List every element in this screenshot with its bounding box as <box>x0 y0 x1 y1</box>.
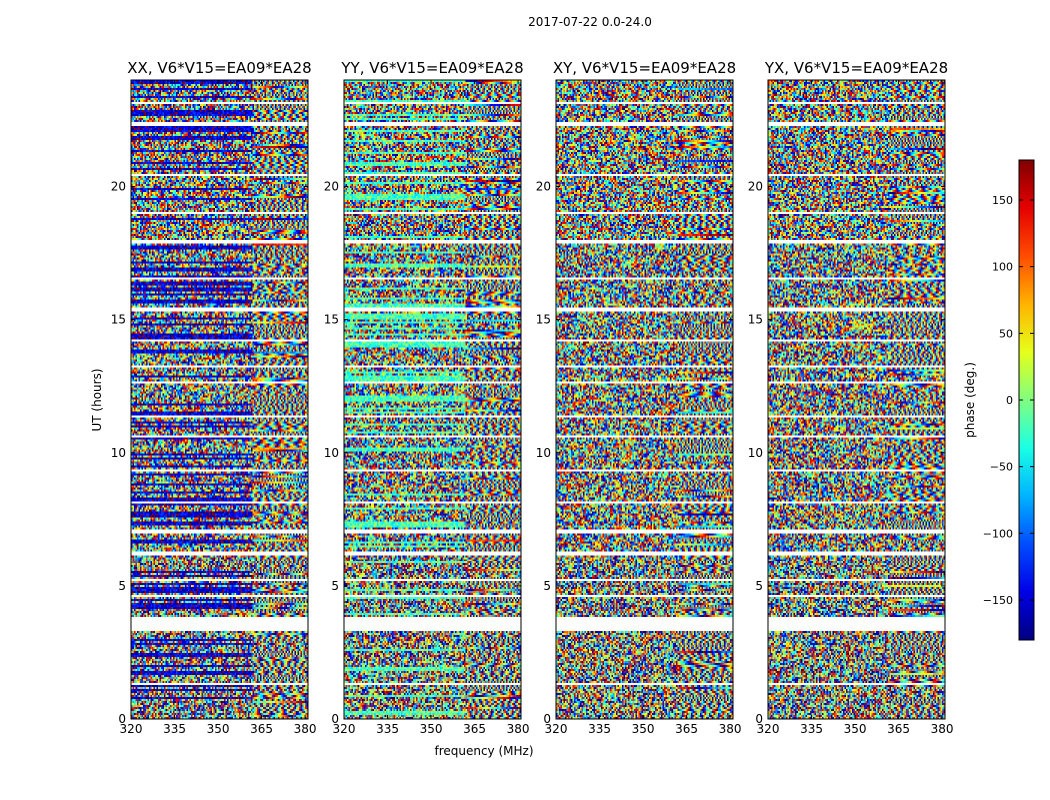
x-tick-label: 320 <box>545 722 568 736</box>
x-tick-label: 365 <box>675 722 698 736</box>
panel-title-yx: YX, V6*V15=EA09*EA28 <box>764 59 948 77</box>
heatmap-yx <box>768 80 945 719</box>
panel-frame <box>343 79 522 720</box>
y-tick-label: 0 <box>331 712 339 726</box>
x-tick-label: 380 <box>719 722 742 736</box>
heatmap-yy <box>344 80 521 719</box>
x-tick-label: 365 <box>887 722 910 736</box>
y-tick-label: 15 <box>536 313 551 327</box>
y-tick-label: 15 <box>748 313 763 327</box>
y-tick-label: 10 <box>324 446 339 460</box>
y-tick-label: 0 <box>755 712 763 726</box>
panel-frame <box>555 79 734 720</box>
panels-group: XX, V6*V15=EA09*EA28 320 335 350 365 380 0 5 10 1… <box>111 59 954 736</box>
colorbar-tick-label: 0 <box>1006 394 1013 407</box>
colorbar-tick-label: 100 <box>992 261 1013 274</box>
panel-frame <box>130 79 309 720</box>
panel-title-xy: XY, V6*V15=EA09*EA28 <box>553 59 736 77</box>
y-tick-label: 5 <box>543 579 551 593</box>
y-tick-label: 5 <box>755 579 763 593</box>
heatmap-xy <box>556 80 733 719</box>
x-tick-label: 350 <box>844 722 867 736</box>
y-tick-label: 5 <box>118 579 126 593</box>
colorbar-tick-label: 150 <box>992 194 1013 207</box>
x-tick-label: 365 <box>250 722 273 736</box>
y-tick-label: 0 <box>543 712 551 726</box>
y-tick-label: 15 <box>324 313 339 327</box>
y-tick-label: 5 <box>331 579 339 593</box>
y-tick-label: 0 <box>118 712 126 726</box>
colorbar-label: phase (deg.) <box>963 362 977 438</box>
y-tick-label: 10 <box>111 446 126 460</box>
x-tick-label: 380 <box>507 722 530 736</box>
y-tick-label: 15 <box>111 313 126 327</box>
panel-yx: YX, V6*V15=EA09*EA28 320 335 350 365 380 0 5 10 1… <box>748 59 954 736</box>
x-tick-label: 335 <box>163 722 186 736</box>
panel-yy: YY, V6*V15=EA09*EA28 320 335 350 365 380 0 5 10 1… <box>324 59 530 736</box>
y-tick-label: 10 <box>536 446 551 460</box>
x-tick-label: 365 <box>463 722 486 736</box>
y-tick-label: 20 <box>748 180 763 194</box>
x-tick-label: 380 <box>294 722 317 736</box>
panel-xy: XY, V6*V15=EA09*EA28 320 335 350 365 380 0 5 10 1… <box>536 59 742 736</box>
colorbar: 150 100 50 0 −50 −100 −150 <box>983 159 1035 641</box>
x-tick-label: 335 <box>588 722 611 736</box>
x-tick-label: 320 <box>120 722 143 736</box>
x-tick-label: 320 <box>757 722 780 736</box>
colorbar-tick-label: −100 <box>983 527 1013 540</box>
x-tick-label: 380 <box>931 722 954 736</box>
figure-suptitle: 2017-07-22 0.0-24.0 <box>528 15 652 29</box>
y-tick-label: 10 <box>748 446 763 460</box>
x-tick-label: 335 <box>800 722 823 736</box>
heatmap-xx <box>131 80 308 719</box>
x-tick-label: 350 <box>207 722 230 736</box>
x-axis-label: frequency (MHz) <box>434 744 533 758</box>
panel-title-yy: YY, V6*V15=EA09*EA28 <box>340 59 523 77</box>
panel-title-xx: XX, V6*V15=EA09*EA28 <box>127 59 311 77</box>
colorbar-tick-label: −150 <box>983 594 1013 607</box>
x-tick-label: 350 <box>420 722 443 736</box>
x-tick-label: 350 <box>632 722 655 736</box>
y-tick-label: 20 <box>324 180 339 194</box>
colorbar-tick-label: 50 <box>999 327 1013 340</box>
y-tick-label: 20 <box>536 180 551 194</box>
panel-xx: XX, V6*V15=EA09*EA28 320 335 350 365 380 0 5 10 1… <box>111 59 317 736</box>
y-axis-label: UT (hours) <box>90 368 104 431</box>
x-tick-label: 335 <box>376 722 399 736</box>
panel-frame <box>767 79 946 720</box>
x-tick-label: 320 <box>333 722 356 736</box>
y-tick-label: 20 <box>111 180 126 194</box>
colorbar-tick-label: −50 <box>990 461 1013 474</box>
